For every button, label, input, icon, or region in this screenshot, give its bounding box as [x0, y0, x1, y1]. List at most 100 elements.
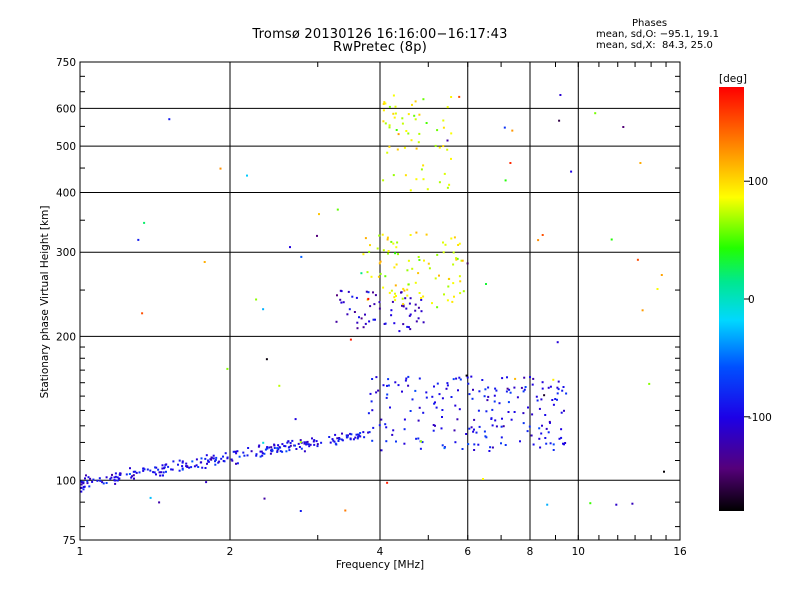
scatter-point: [478, 425, 481, 428]
scatter-point: [392, 112, 395, 115]
scatter-point: [110, 476, 113, 479]
scatter-point: [329, 441, 332, 444]
scatter-point: [260, 450, 263, 453]
scatter-point: [481, 379, 484, 381]
scatter-point: [370, 275, 373, 278]
scatter-point: [422, 164, 425, 167]
scatter-point: [386, 481, 389, 484]
scatter-point: [340, 301, 343, 304]
scatter-point: [411, 103, 413, 106]
scatter-point: [170, 468, 173, 471]
scatter-point: [284, 445, 287, 448]
scatter-point: [407, 375, 410, 378]
scatter-point: [393, 322, 396, 325]
scatter-point: [489, 446, 492, 449]
scatter-point: [442, 241, 444, 244]
scatter-point: [405, 307, 408, 310]
scatter-point: [88, 485, 91, 488]
scatter-point: [411, 398, 414, 401]
scatter-point: [509, 391, 512, 394]
y-axis-label: Stationary phase Virtual Height [km]: [39, 206, 51, 399]
scatter-point: [356, 327, 359, 330]
scatter-point: [162, 471, 165, 474]
scatter-point: [544, 437, 547, 439]
scatter-point: [394, 381, 397, 384]
scatter-point: [204, 467, 207, 469]
scatter-point: [206, 462, 208, 465]
scatter-point: [287, 446, 290, 449]
scatter-point: [402, 323, 405, 326]
scatter-point: [513, 411, 516, 413]
scatter-point: [349, 437, 352, 440]
scatter-point: [516, 396, 519, 399]
scatter-point: [520, 386, 523, 389]
scatter-point: [563, 409, 565, 412]
scatter-point: [349, 338, 352, 341]
scatter-point: [276, 450, 279, 453]
scatter-point: [442, 145, 445, 148]
colorbar-scale: [719, 87, 744, 511]
x-tick-label: 2: [227, 546, 234, 558]
scatter-point: [406, 325, 409, 328]
scatter-point: [441, 409, 444, 411]
scatter-point: [114, 482, 117, 485]
scatter-point: [408, 314, 411, 317]
scatter-point: [491, 424, 494, 427]
scatter-point: [443, 447, 446, 450]
scatter-point: [446, 139, 449, 142]
scatter-point: [347, 290, 350, 293]
scatter-point: [400, 291, 402, 294]
scatter-point: [398, 330, 401, 333]
scatter-point: [153, 471, 156, 474]
scatter-point: [119, 472, 122, 475]
scatter-point: [478, 390, 481, 393]
scatter-point: [436, 306, 439, 309]
scatter-point: [549, 442, 552, 445]
scatter-point: [459, 292, 462, 295]
scatter-point: [114, 475, 117, 478]
scatter-point: [355, 433, 358, 436]
scatter-point: [371, 409, 374, 412]
scatter-point: [238, 455, 241, 458]
scatter-point: [230, 458, 233, 461]
scatter-point: [246, 454, 249, 457]
scatter-point: [510, 418, 513, 421]
scatter-point: [210, 456, 213, 459]
scatter-point: [281, 443, 284, 446]
scatter-point: [395, 263, 398, 266]
scatter-point: [132, 474, 135, 477]
scatter-point: [82, 488, 85, 491]
scatter-point: [487, 386, 490, 389]
scatter-point: [396, 241, 399, 244]
scatter-point: [544, 414, 547, 416]
scatter-point: [395, 129, 398, 131]
scatter-point: [394, 299, 397, 302]
scatter-point: [408, 302, 411, 305]
scatter-point: [452, 282, 455, 285]
scatter-point: [446, 299, 449, 302]
scatter-point: [364, 237, 367, 240]
scatter-point: [473, 428, 475, 431]
scatter-point: [318, 213, 320, 216]
scatter-point: [367, 412, 370, 415]
scatter-point: [382, 249, 385, 252]
scatter-point: [526, 430, 529, 433]
scatter-point: [455, 377, 458, 380]
scatter-point: [168, 118, 171, 121]
scatter-point: [409, 328, 412, 331]
scatter-point: [407, 132, 410, 135]
scatter-point: [420, 297, 423, 299]
scatter-point: [500, 442, 502, 445]
scatter-point: [450, 132, 453, 135]
scatter-point: [530, 434, 533, 437]
scatter-point: [536, 399, 539, 402]
scatter-point: [454, 441, 457, 444]
scatter-point: [471, 397, 474, 400]
scatter-point: [506, 387, 509, 390]
scatter-point: [181, 460, 184, 463]
scatter-point: [255, 454, 258, 457]
scatter-point: [105, 476, 108, 479]
scatter-point: [82, 481, 85, 484]
scatter-point: [509, 162, 512, 164]
scatter-point: [308, 445, 311, 448]
